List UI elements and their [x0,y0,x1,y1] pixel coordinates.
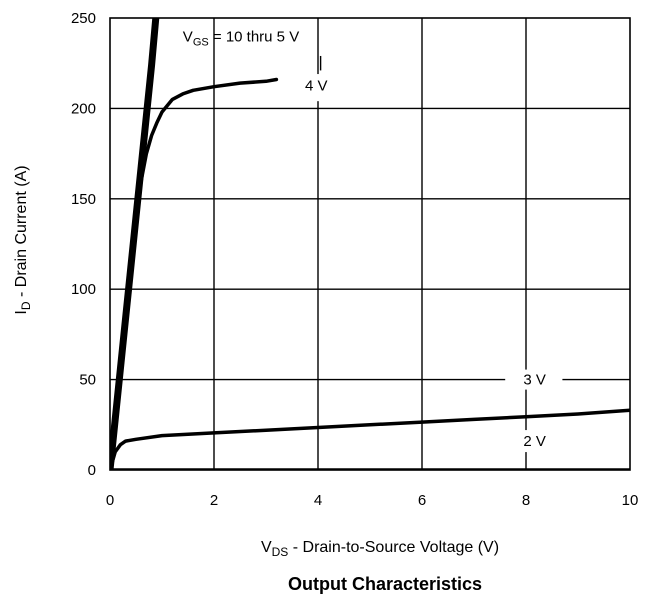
annotation-vgs-main: V [183,29,193,46]
annotation-vgs-rest: = 10 thru 5 V [209,29,299,46]
series-line-1 [110,77,279,470]
annotation-vgs: VGS = 10 thru 5 V [183,29,299,49]
chart-title: Output Characteristics [288,574,482,594]
x-tick-label: 4 [314,492,322,509]
mask-4v-label [276,74,391,102]
y-tick-label: 100 [71,281,96,298]
mask-2v-label [505,430,563,453]
x-axis-label: VDS - Drain-to-Source Voltage (V) [261,539,499,559]
y-axis-label: ID - Drain Current (A) [13,165,33,314]
annotation-vgs-sub: GS [193,37,209,49]
annotation-4v: 4 V [305,77,328,94]
y-tick-label: 150 [71,191,96,208]
x-tick-label: 10 [622,492,639,509]
mask-3v-label [505,369,563,390]
y-tick-label: 250 [71,10,96,27]
curves [110,18,630,470]
annotation-masks [276,74,563,453]
y-tick-label: 0 [88,462,96,479]
annotations: VGS = 10 thru 5 V 4 V 3 V 2 V [183,29,546,451]
x-tick-label: 2 [210,492,218,509]
annotation-3v: 3 V [523,372,546,389]
series-line-2 [110,408,630,470]
annotation-2v: 2 V [523,433,546,450]
x-tick-label: 8 [522,492,530,509]
y-tick-label: 200 [71,100,96,117]
x-tick-label: 6 [418,492,426,509]
plot-frame [109,17,631,471]
y-tick-label: 50 [79,372,96,389]
axes [109,17,631,471]
x-tick-label: 0 [106,492,114,509]
